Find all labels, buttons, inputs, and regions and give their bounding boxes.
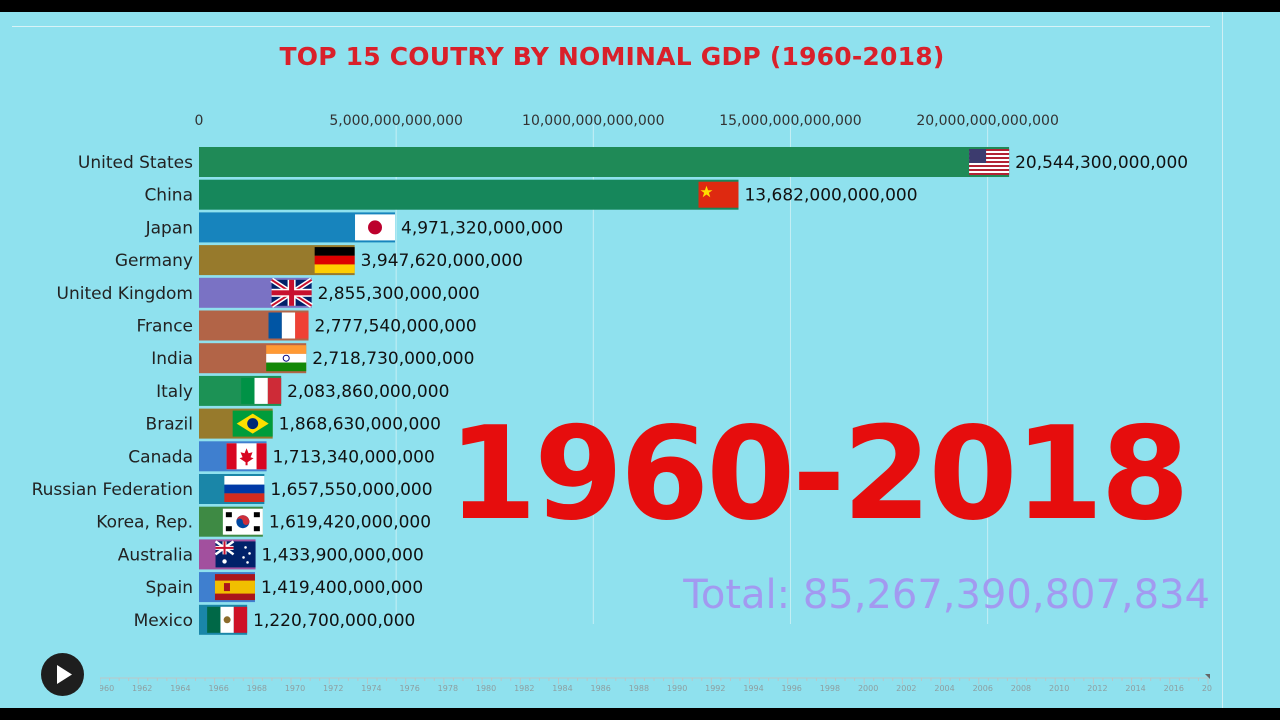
timeline-tick-label: 2002 xyxy=(896,684,916,693)
timeline-tick-label: 2016 xyxy=(1164,684,1184,693)
value-label: 3,947,620,000,000 xyxy=(361,251,523,271)
country-label: Mexico xyxy=(134,611,193,631)
timeline-slider[interactable]: 1960 1962 1964 1966 1968 1970 1972 1974 1976 1978… xyxy=(100,674,1212,704)
country-label: Russian Federation xyxy=(32,480,193,500)
mexico-flag xyxy=(207,606,248,633)
japan-flag xyxy=(355,214,396,241)
timeline-tick-label: 1996 xyxy=(782,684,802,693)
value-label: 1,433,900,000,000 xyxy=(262,545,424,565)
x-tick-label: 10,000,000,000,000 xyxy=(522,113,665,129)
x-tick-label: 0 xyxy=(195,113,204,129)
timeline-tick-label: 1968 xyxy=(247,684,267,693)
value-label: 2,855,300,000,000 xyxy=(318,284,480,304)
value-label: 20,544,300,000,000 xyxy=(1015,153,1188,173)
country-label: Korea, Rep. xyxy=(96,513,193,533)
play-button[interactable] xyxy=(41,653,84,696)
country-label: China xyxy=(144,186,193,206)
china-flag xyxy=(698,181,739,208)
timeline-tick-label: 1988 xyxy=(629,684,649,693)
timeline-tick-label: 1990 xyxy=(667,684,687,693)
value-label: 4,971,320,000,000 xyxy=(401,218,563,238)
country-label: Spain xyxy=(146,578,194,598)
timeline-tick-label: 1962 xyxy=(132,684,152,693)
value-label: 1,619,420,000,000 xyxy=(269,513,431,533)
timeline-handle[interactable] xyxy=(1205,674,1210,679)
country-label: Brazil xyxy=(146,415,193,435)
timeline-tick-label: 2006 xyxy=(973,684,993,693)
timeline-tick-label: 1992 xyxy=(705,684,725,693)
timeline-tick-label: 1986 xyxy=(591,684,611,693)
value-label: 1,868,630,000,000 xyxy=(279,415,441,435)
country-label: Australia xyxy=(118,545,193,565)
brazil-flag xyxy=(232,410,273,437)
timeline-tick-label: 2010 xyxy=(1049,684,1069,693)
italy-flag xyxy=(241,377,282,404)
korea-flag xyxy=(222,508,263,535)
chart-title: TOP 15 COUTRY BY NOMINAL GDP (1960-2018) xyxy=(279,42,945,71)
value-label: 1,220,700,000,000 xyxy=(253,611,415,631)
timeline-tick-label: 2014 xyxy=(1125,684,1145,693)
timeline-tick-label: 1984 xyxy=(552,684,572,693)
bar xyxy=(199,147,1010,177)
timeline-tick-label: 1994 xyxy=(743,684,763,693)
timeline-tick-label: 2012 xyxy=(1087,684,1107,693)
country-label: France xyxy=(136,317,193,337)
country-label: United States xyxy=(78,153,193,173)
timeline-tick-label: 1976 xyxy=(399,684,419,693)
country-label: Canada xyxy=(128,447,193,467)
value-label: 2,777,540,000,000 xyxy=(315,317,477,337)
country-label: India xyxy=(151,349,193,369)
us-flag xyxy=(969,149,1010,175)
x-tick-label: 15,000,000,000,000 xyxy=(719,113,862,129)
timeline-tick-label: 1982 xyxy=(514,684,534,693)
timeline-tick-label: 1970 xyxy=(285,684,305,693)
timeline-tick-label: 2000 xyxy=(858,684,878,693)
timeline-tick-label: 1964 xyxy=(170,684,190,693)
france-flag xyxy=(268,312,309,339)
timeline-tick-label: 1980 xyxy=(476,684,496,693)
uk-flag xyxy=(270,277,313,308)
australia-flag xyxy=(214,540,256,568)
timeline-tick-label: 1966 xyxy=(208,684,228,693)
timeline-tick-label: 1972 xyxy=(323,684,343,693)
country-label: Japan xyxy=(145,218,193,238)
timeline-tick-label: 1960 xyxy=(100,684,114,693)
total-label: Total: 85,267,390,807,834 xyxy=(683,572,1210,618)
right-divider xyxy=(1222,12,1223,708)
timeline-tick-label: 1978 xyxy=(438,684,458,693)
india-flag xyxy=(266,345,307,372)
russia-flag xyxy=(224,476,265,502)
bar-chart: 0 5,000,000,000,000 10,000,000,000,000 15,0… xyxy=(32,113,1188,635)
country-label: United Kingdom xyxy=(57,284,193,304)
play-icon xyxy=(57,665,72,684)
country-label: Italy xyxy=(156,382,193,402)
spain-flag xyxy=(214,574,255,601)
value-label: 2,718,730,000,000 xyxy=(312,349,474,369)
bar xyxy=(199,179,739,210)
timeline-tick-label: 2004 xyxy=(934,684,954,693)
timeline-tick-label: 2018 xyxy=(1202,684,1212,693)
value-label: 1,419,400,000,000 xyxy=(261,578,423,598)
value-label: 2,083,860,000,000 xyxy=(287,382,449,402)
canada-flag xyxy=(226,443,267,470)
country-label: Germany xyxy=(115,251,193,271)
x-tick-label: 20,000,000,000,000 xyxy=(916,113,1059,129)
value-label: 13,682,000,000,000 xyxy=(744,186,917,206)
chart-stage: TOP 15 COUTRY BY NOMINAL GDP (1960-2018)… xyxy=(0,12,1280,708)
timeline-tick-label: 1974 xyxy=(361,684,381,693)
timeline-tick-label: 2008 xyxy=(1011,684,1031,693)
top-divider xyxy=(12,26,1210,27)
value-label: 1,657,550,000,000 xyxy=(270,480,432,500)
x-tick-label: 5,000,000,000,000 xyxy=(329,113,463,129)
year-label: 1960-2018 xyxy=(448,400,1190,549)
value-label: 1,713,340,000,000 xyxy=(273,447,435,467)
germany-flag xyxy=(314,247,355,274)
timeline-tick-label: 1998 xyxy=(820,684,840,693)
